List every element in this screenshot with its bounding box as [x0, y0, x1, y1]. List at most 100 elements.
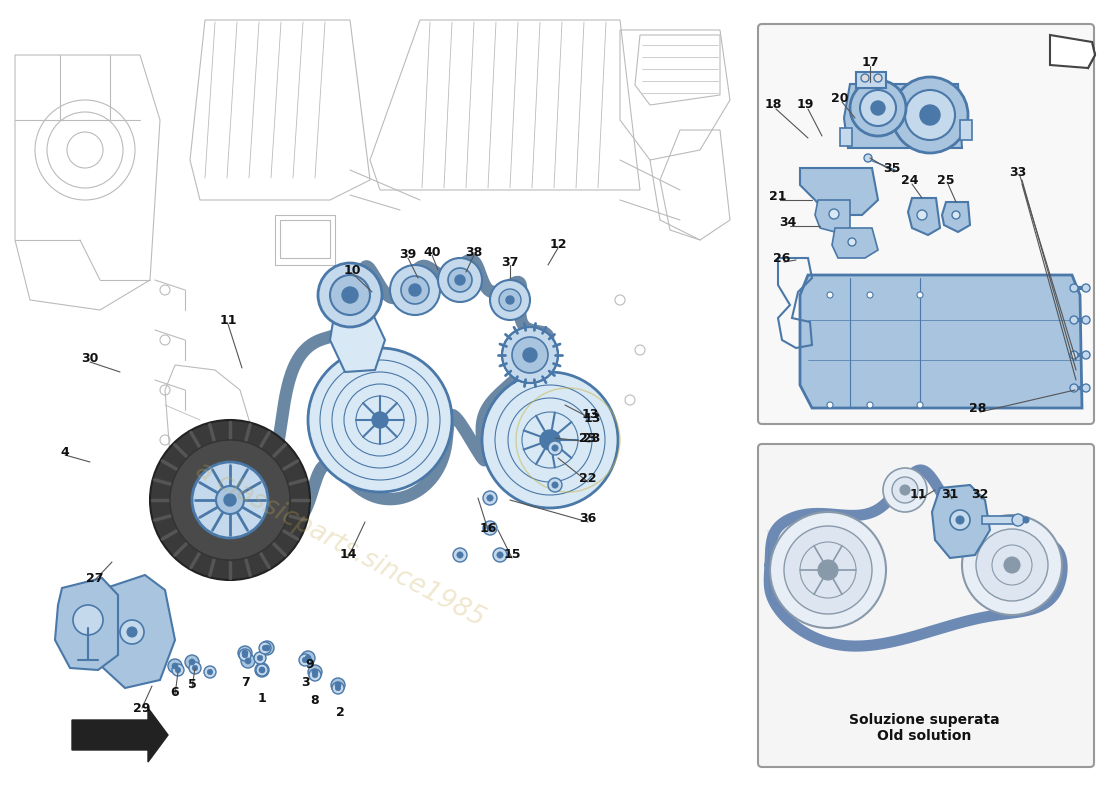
Polygon shape	[1050, 35, 1094, 68]
Text: a classicparts.since1985: a classicparts.since1985	[191, 458, 490, 633]
Circle shape	[258, 667, 265, 673]
Circle shape	[170, 440, 290, 560]
Text: 23: 23	[580, 431, 596, 445]
Circle shape	[260, 641, 274, 655]
Text: 3: 3	[300, 677, 309, 690]
Text: 1: 1	[257, 691, 266, 705]
Text: 26: 26	[773, 251, 791, 265]
Text: 11: 11	[910, 489, 926, 502]
Circle shape	[312, 672, 318, 678]
FancyBboxPatch shape	[758, 444, 1094, 767]
Circle shape	[309, 669, 321, 681]
Text: 34: 34	[779, 215, 796, 229]
Circle shape	[502, 327, 558, 383]
Circle shape	[548, 441, 562, 455]
Polygon shape	[932, 485, 990, 558]
Circle shape	[506, 296, 514, 304]
Circle shape	[956, 516, 964, 524]
Circle shape	[1070, 384, 1078, 392]
Circle shape	[848, 238, 856, 246]
Text: 13: 13	[583, 411, 601, 425]
Polygon shape	[800, 168, 878, 215]
Circle shape	[917, 210, 927, 220]
Text: 17: 17	[861, 55, 879, 69]
Polygon shape	[55, 578, 118, 670]
Circle shape	[540, 430, 560, 450]
Circle shape	[175, 667, 180, 673]
Circle shape	[150, 420, 310, 580]
Circle shape	[950, 510, 970, 530]
Circle shape	[917, 292, 923, 298]
Circle shape	[1082, 284, 1090, 292]
Circle shape	[255, 663, 270, 677]
Polygon shape	[832, 228, 878, 258]
Circle shape	[548, 478, 562, 492]
Circle shape	[874, 74, 882, 82]
Circle shape	[189, 659, 195, 665]
Polygon shape	[908, 198, 940, 235]
Circle shape	[920, 105, 940, 125]
Circle shape	[336, 682, 341, 688]
Circle shape	[867, 402, 873, 408]
Circle shape	[850, 80, 906, 136]
Circle shape	[892, 77, 968, 153]
Circle shape	[299, 654, 311, 666]
Circle shape	[238, 646, 252, 660]
Circle shape	[207, 670, 212, 674]
Circle shape	[1070, 351, 1078, 359]
Text: 36: 36	[580, 511, 596, 525]
Circle shape	[254, 652, 266, 664]
Circle shape	[864, 154, 872, 162]
Bar	[280, 220, 330, 258]
Text: 40: 40	[424, 246, 441, 258]
Circle shape	[256, 664, 268, 676]
Text: 19: 19	[796, 98, 814, 111]
Circle shape	[241, 654, 255, 668]
Circle shape	[409, 284, 421, 296]
Circle shape	[448, 268, 472, 292]
Circle shape	[258, 642, 271, 654]
Circle shape	[1023, 517, 1028, 523]
Bar	[856, 72, 886, 88]
Circle shape	[829, 209, 839, 219]
Circle shape	[1012, 514, 1024, 526]
Circle shape	[1070, 316, 1078, 324]
Text: 5: 5	[188, 678, 197, 691]
Text: 21: 21	[769, 190, 786, 202]
Text: 25: 25	[937, 174, 955, 186]
Text: 6: 6	[170, 686, 179, 698]
Circle shape	[522, 348, 537, 362]
Circle shape	[905, 90, 955, 140]
Text: Soluzione superata
Old solution: Soluzione superata Old solution	[849, 713, 999, 743]
Circle shape	[260, 667, 265, 673]
Text: 18: 18	[764, 98, 782, 111]
Circle shape	[224, 494, 236, 506]
Circle shape	[264, 645, 270, 651]
Circle shape	[262, 646, 267, 650]
Circle shape	[770, 512, 886, 628]
Polygon shape	[330, 305, 385, 372]
Circle shape	[402, 276, 429, 304]
Text: 12: 12	[549, 238, 566, 251]
Circle shape	[126, 627, 138, 637]
Bar	[982, 516, 1018, 524]
Circle shape	[483, 491, 497, 505]
Circle shape	[301, 651, 315, 665]
Circle shape	[490, 280, 530, 320]
Circle shape	[330, 275, 370, 315]
Circle shape	[818, 560, 838, 580]
Circle shape	[861, 74, 869, 82]
Circle shape	[372, 412, 388, 428]
Text: 11: 11	[219, 314, 236, 326]
Circle shape	[336, 686, 341, 690]
Circle shape	[1082, 316, 1090, 324]
Text: 39: 39	[399, 249, 417, 262]
Bar	[960, 120, 972, 140]
Circle shape	[497, 552, 503, 558]
Circle shape	[242, 652, 248, 658]
Circle shape	[493, 548, 507, 562]
Text: 37: 37	[502, 255, 519, 269]
Circle shape	[257, 655, 263, 661]
Circle shape	[390, 265, 440, 315]
Circle shape	[487, 525, 493, 531]
